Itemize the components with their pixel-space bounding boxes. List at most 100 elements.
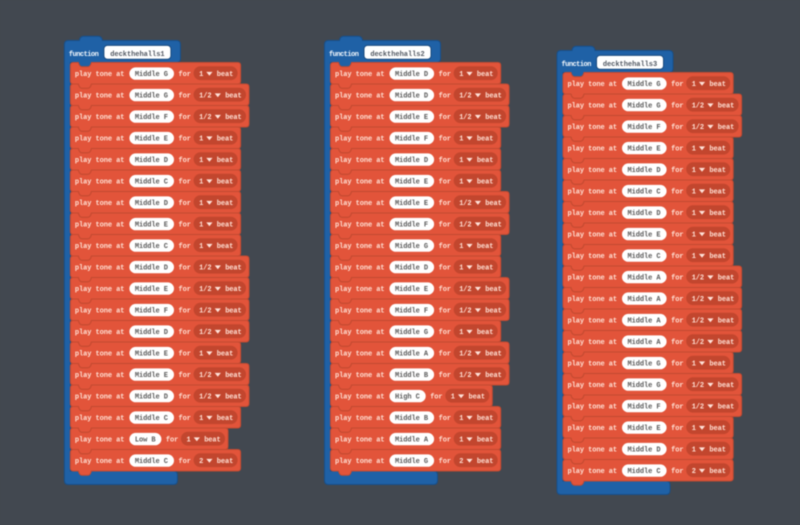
svg-text:play tone at: play tone at [335, 200, 384, 208]
svg-text:for: for [179, 372, 191, 380]
svg-text:Middle D: Middle D [628, 167, 661, 175]
svg-text:for: for [671, 274, 683, 282]
svg-text:Middle F: Middle F [628, 403, 661, 411]
svg-text:for: for [671, 468, 683, 476]
svg-text:for: for [179, 307, 191, 315]
svg-text:beat: beat [709, 167, 725, 175]
svg-text:play tone at: play tone at [75, 221, 124, 229]
svg-text:1: 1 [199, 350, 203, 358]
svg-text:Middle G: Middle G [395, 243, 428, 251]
svg-text:play tone at: play tone at [568, 382, 617, 390]
svg-text:Middle F: Middle F [135, 307, 168, 315]
svg-text:play tone at: play tone at [75, 264, 124, 272]
svg-text:for: for [671, 81, 683, 89]
svg-text:1: 1 [692, 360, 696, 368]
svg-text:beat: beat [485, 221, 501, 229]
svg-text:beat: beat [204, 436, 220, 444]
svg-text:beat: beat [225, 393, 241, 401]
svg-text:for: for [179, 393, 191, 401]
svg-text:play tone at: play tone at [568, 296, 617, 304]
svg-text:2: 2 [692, 468, 696, 476]
svg-text:beat: beat [217, 221, 233, 229]
svg-text:for: for [671, 124, 683, 132]
svg-text:beat: beat [709, 81, 725, 89]
svg-text:beat: beat [485, 372, 501, 380]
svg-text:Middle E: Middle E [135, 286, 168, 294]
svg-text:for: for [671, 360, 683, 368]
svg-text:Middle C: Middle C [135, 243, 168, 251]
svg-text:for: for [439, 243, 451, 251]
svg-text:beat: beat [217, 243, 233, 251]
svg-text:Middle G: Middle G [395, 329, 428, 337]
svg-text:play tone at: play tone at [568, 167, 617, 175]
svg-text:play tone at: play tone at [75, 307, 124, 315]
svg-text:Middle C: Middle C [135, 458, 168, 466]
svg-text:play tone at: play tone at [75, 329, 124, 337]
svg-text:for: for [671, 145, 683, 153]
svg-text:beat: beat [217, 350, 233, 358]
svg-text:play tone at: play tone at [568, 360, 617, 368]
svg-text:play tone at: play tone at [75, 393, 124, 401]
svg-text:for: for [179, 135, 191, 143]
svg-text:play tone at: play tone at [568, 124, 617, 132]
svg-text:play tone at: play tone at [75, 243, 124, 251]
svg-text:Middle G: Middle G [395, 458, 428, 466]
svg-text:play tone at: play tone at [568, 446, 617, 454]
svg-text:1: 1 [692, 210, 696, 218]
svg-text:Middle D: Middle D [135, 264, 168, 272]
svg-text:for: for [671, 167, 683, 175]
svg-text:play tone at: play tone at [335, 178, 384, 186]
svg-text:for: for [179, 157, 191, 165]
svg-text:beat: beat [709, 231, 725, 239]
svg-text:play tone at: play tone at [335, 92, 384, 100]
svg-text:Middle G: Middle G [135, 71, 168, 79]
svg-text:Middle C: Middle C [135, 415, 168, 423]
svg-text:play tone at: play tone at [568, 81, 617, 89]
svg-text:Middle E: Middle E [628, 145, 661, 153]
svg-text:for: for [179, 286, 191, 294]
svg-text:Middle B: Middle B [395, 415, 429, 423]
svg-text:play tone at: play tone at [75, 286, 124, 294]
svg-text:beat: beat [485, 114, 501, 122]
svg-text:for: for [439, 458, 451, 466]
svg-text:for: for [179, 415, 191, 423]
svg-text:play tone at: play tone at [568, 317, 617, 325]
svg-text:1/2: 1/2 [459, 114, 471, 122]
svg-text:play tone at: play tone at [75, 436, 124, 444]
svg-text:beat: beat [709, 425, 725, 433]
svg-text:Middle A: Middle A [628, 274, 662, 282]
svg-text:for: for [179, 350, 191, 358]
svg-text:play tone at: play tone at [568, 210, 617, 218]
svg-text:for: for [179, 264, 191, 272]
svg-text:Middle D: Middle D [395, 157, 428, 165]
svg-text:Middle D: Middle D [628, 210, 661, 218]
svg-text:beat: beat [217, 135, 233, 143]
svg-text:play tone at: play tone at [75, 92, 124, 100]
svg-text:play tone at: play tone at [75, 114, 124, 122]
svg-text:for: for [179, 458, 191, 466]
svg-text:beat: beat [718, 339, 734, 347]
svg-text:for: for [671, 403, 683, 411]
svg-text:for: for [671, 446, 683, 454]
svg-text:for: for [430, 393, 442, 401]
svg-text:beat: beat [485, 92, 501, 100]
svg-text:play tone at: play tone at [75, 178, 124, 186]
svg-text:for: for [439, 92, 451, 100]
svg-text:Middle C: Middle C [628, 253, 661, 261]
svg-text:1: 1 [459, 415, 463, 423]
svg-text:for: for [179, 92, 191, 100]
svg-text:for: for [439, 71, 451, 79]
svg-text:Middle E: Middle E [395, 178, 428, 186]
svg-text:beat: beat [217, 458, 233, 466]
svg-text:for: for [179, 71, 191, 79]
svg-text:1/2: 1/2 [692, 339, 704, 347]
svg-text:Middle F: Middle F [135, 114, 168, 122]
svg-text:play tone at: play tone at [335, 350, 384, 358]
svg-text:play tone at: play tone at [568, 102, 617, 110]
svg-text:Middle A: Middle A [628, 296, 662, 304]
svg-text:for: for [179, 221, 191, 229]
svg-text:Middle F: Middle F [395, 307, 428, 315]
svg-text:1: 1 [451, 393, 455, 401]
svg-text:play tone at: play tone at [335, 221, 384, 229]
svg-text:1: 1 [692, 188, 696, 196]
